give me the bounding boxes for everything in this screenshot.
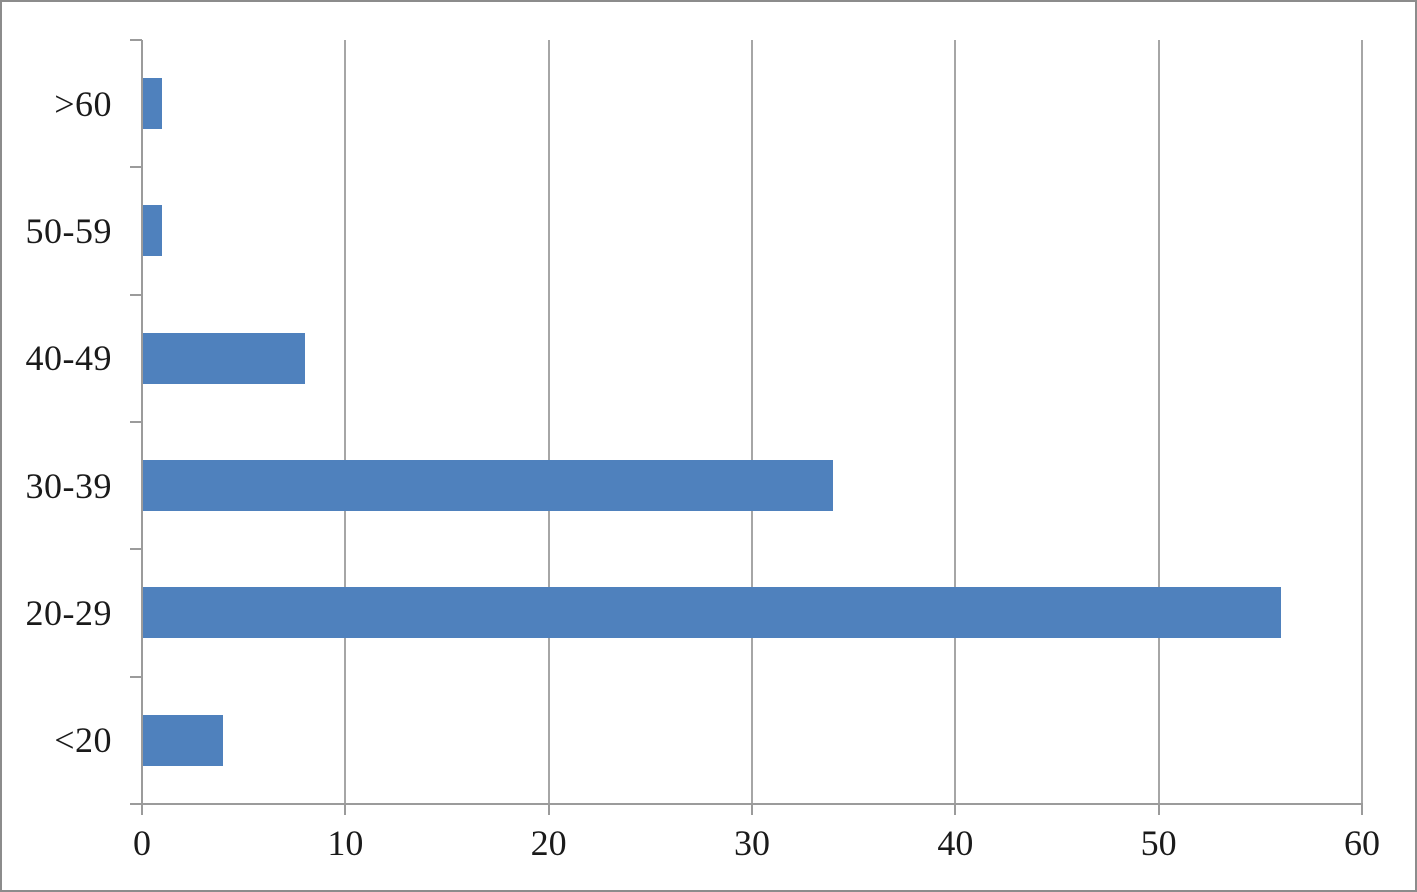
x-tick-label-30: 30 [734, 823, 770, 863]
gridline-x-60 [1361, 40, 1363, 804]
x-tick-mark-30 [751, 804, 753, 815]
category-label-50-59: 50-59 [25, 210, 112, 251]
x-tick-label-20: 20 [530, 823, 567, 863]
bar-40-49 [142, 332, 305, 384]
category-label-<20: <20 [54, 720, 112, 761]
category-label-30-39: 30-39 [25, 465, 112, 506]
y-tick-mark-5 [130, 675, 142, 678]
bar->60 [142, 78, 163, 130]
x-tick-mark-20 [547, 804, 550, 815]
y-axis-line [141, 40, 143, 804]
bar-<20 [142, 714, 224, 766]
bar-row [142, 167, 1362, 294]
x-tick-label-10: 10 [327, 823, 364, 863]
gridline-x-40 [954, 40, 957, 804]
x-tick-mark-60 [1361, 804, 1363, 815]
gridline-x-50 [1157, 40, 1160, 804]
bar-50-59 [142, 205, 163, 257]
bar-row [142, 549, 1362, 676]
value-axis-labels: 0 10 20 30 40 50 60 [133, 822, 1380, 872]
category-label-20-29: 20-29 [25, 592, 112, 633]
y-tick-mark-3 [130, 421, 142, 423]
bar-row [142, 40, 1362, 167]
category-axis-labels: >60 50-59 40-49 30-39 20-29 <20 [2, 40, 112, 804]
x-tick-mark-10 [344, 804, 347, 815]
x-tick-label-40: 40 [937, 823, 974, 863]
gridline-x-10 [344, 40, 347, 804]
y-tick-mark-0 [130, 39, 142, 41]
bar-20-29 [142, 587, 1281, 639]
x-tick-mark-0 [141, 804, 143, 815]
x-tick-label-0: 0 [133, 823, 151, 863]
bar-row [142, 422, 1362, 549]
y-tick-mark-1 [130, 166, 142, 169]
gridline-x-20 [547, 40, 550, 804]
x-axis-line [130, 803, 1363, 805]
gridline-x-30 [751, 40, 753, 804]
x-tick-label-50: 50 [1140, 823, 1177, 863]
bar-row [142, 677, 1362, 804]
y-tick-mark-6 [130, 803, 142, 805]
x-tick-mark-40 [954, 804, 957, 815]
x-tick-label-60: 60 [1344, 823, 1380, 863]
y-tick-mark-4 [130, 548, 142, 551]
category-label-40-49: 40-49 [25, 338, 112, 379]
category-label->60: >60 [54, 83, 112, 124]
y-tick-mark-2 [130, 293, 142, 296]
plot-area [130, 39, 1363, 815]
bar-30-39 [142, 460, 834, 512]
bar-row [142, 295, 1362, 422]
x-tick-mark-50 [1157, 804, 1160, 815]
